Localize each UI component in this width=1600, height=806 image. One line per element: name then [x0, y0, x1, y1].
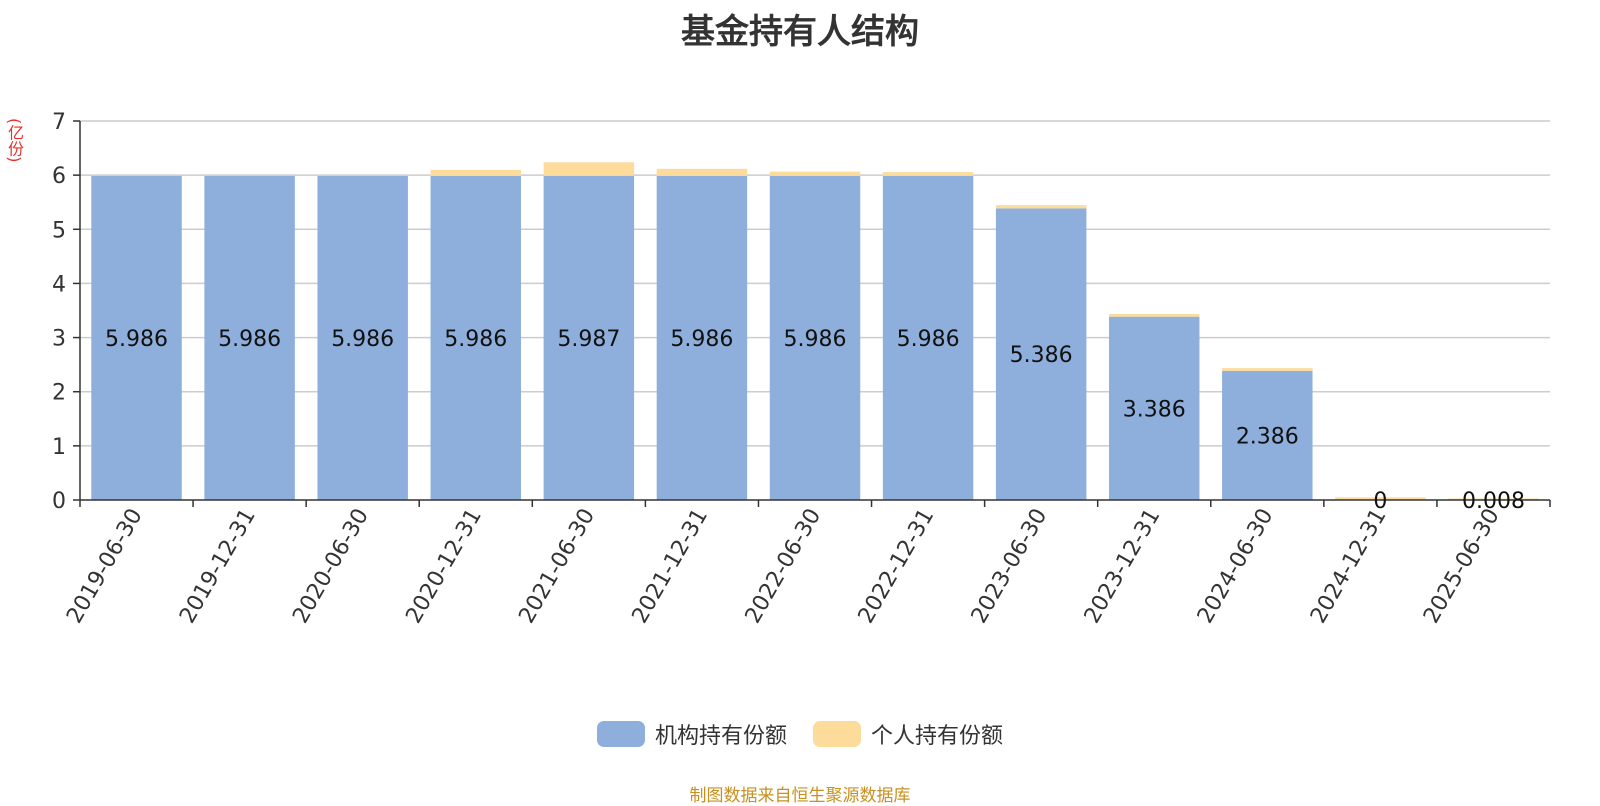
bar-data-label: 2.386 [1236, 424, 1299, 449]
bar-data-label: 5.987 [557, 327, 620, 352]
x-tick-label: 2020-12-31 [401, 505, 487, 628]
bar-data-label: 5.986 [218, 327, 281, 352]
y-tick-label: 5 [52, 218, 66, 243]
bar-data-label: 0.008 [1462, 489, 1525, 514]
x-tick-label: 2022-06-30 [741, 505, 827, 628]
x-tick-label: 2024-12-31 [1306, 505, 1392, 628]
y-tick-label: 1 [52, 435, 66, 460]
legend: 机构持有份额 个人持有份额 [0, 718, 1600, 750]
bar-individual[interactable] [996, 205, 1086, 208]
bar-data-label: 5.986 [784, 327, 847, 352]
bar-individual[interactable] [770, 172, 860, 176]
bar-data-label: 5.986 [444, 327, 507, 352]
bar-data-label: 0 [1373, 489, 1387, 514]
bar-data-label: 5.986 [331, 327, 394, 352]
x-tick-label: 2025-06-30 [1419, 505, 1505, 628]
bar-data-label: 5.986 [897, 327, 960, 352]
bar-data-label: 5.986 [670, 327, 733, 352]
bar-individual[interactable] [657, 169, 747, 176]
x-tick-label: 2023-12-31 [1080, 505, 1166, 628]
bar-individual[interactable] [431, 170, 521, 176]
x-tick-label: 2022-12-31 [854, 505, 940, 628]
x-tick-label: 2019-06-30 [62, 505, 148, 628]
data-source-note: 制图数据来自恒生聚源数据库 [0, 781, 1600, 806]
x-tick-label: 2023-06-30 [967, 505, 1053, 628]
y-tick-label: 4 [52, 272, 66, 297]
legend-item-individual[interactable]: 个人持有份额 [813, 718, 1003, 750]
bar-individual[interactable] [544, 162, 634, 176]
y-tick-label: 7 [52, 110, 66, 135]
x-tick-label: 2020-06-30 [288, 505, 374, 628]
x-tick-label: 2021-06-30 [514, 505, 600, 628]
bar-individual[interactable] [1222, 368, 1312, 371]
bar-data-label: 5.986 [105, 327, 168, 352]
x-tick-label: 2024-06-30 [1193, 505, 1279, 628]
y-tick-label: 6 [52, 164, 66, 189]
x-tick-label: 2021-12-31 [628, 505, 714, 628]
bar-data-label: 3.386 [1123, 397, 1186, 422]
bar-individual[interactable] [1109, 314, 1199, 317]
legend-label-institutional: 机构持有份额 [655, 718, 787, 750]
y-tick-label: 3 [52, 327, 66, 352]
bar-chart: 0 1 2 3 4 5 6 7 2019-06-30 2019-12-31 2020-06-30 20… [0, 0, 1600, 700]
legend-item-institutional[interactable]: 机构持有份额 [597, 718, 787, 750]
y-tick-label: 0 [52, 489, 66, 514]
bar-individual[interactable] [883, 172, 973, 176]
y-tick-label: 2 [52, 381, 66, 406]
legend-swatch-institutional [597, 721, 645, 747]
legend-swatch-individual [813, 721, 861, 747]
legend-label-individual: 个人持有份额 [871, 718, 1003, 750]
bar-data-label: 5.386 [1010, 343, 1073, 368]
x-tick-label: 2019-12-31 [175, 505, 261, 628]
